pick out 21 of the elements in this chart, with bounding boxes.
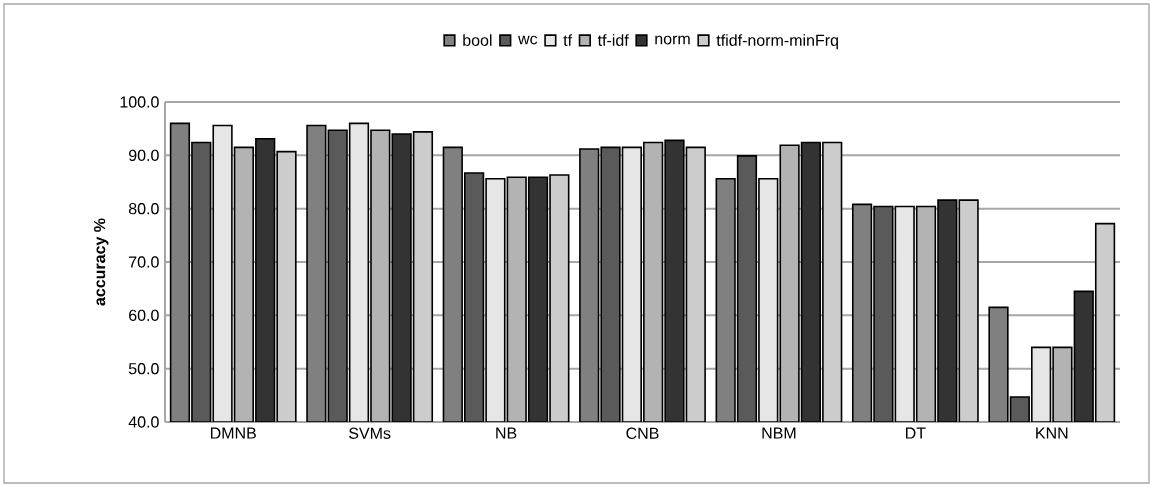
x-tick-label: SVMs [349, 427, 391, 439]
y-tick-label: 80.0 [128, 203, 159, 215]
x-tick-label: DT [906, 427, 926, 439]
x-tick-label: NBM [762, 427, 796, 439]
y-tick-label: 60.0 [129, 309, 159, 321]
y-tick-label: 70.0 [129, 256, 159, 268]
x-tick-label: NB [496, 427, 517, 439]
legend-label: wc [518, 35, 538, 45]
legend-label: tf-idf [597, 34, 629, 46]
y-tick-label: 40.0 [128, 416, 159, 428]
y-tick-label: 90.0 [129, 149, 159, 161]
legend-label: tfidf-norm-minFrq [716, 34, 838, 50]
x-tick-label: CNB [626, 427, 659, 439]
legend-label: norm [655, 35, 690, 45]
y-tick-label: 100.0 [120, 96, 159, 108]
y-tick-label: 50.0 [128, 363, 159, 375]
x-tick-label: KNN [1036, 427, 1068, 439]
legend-label: tf [563, 34, 573, 46]
y-axis-title: accuracy % [93, 218, 109, 306]
x-tick-label: DMNB [210, 427, 256, 439]
legend-label: bool [463, 34, 492, 46]
